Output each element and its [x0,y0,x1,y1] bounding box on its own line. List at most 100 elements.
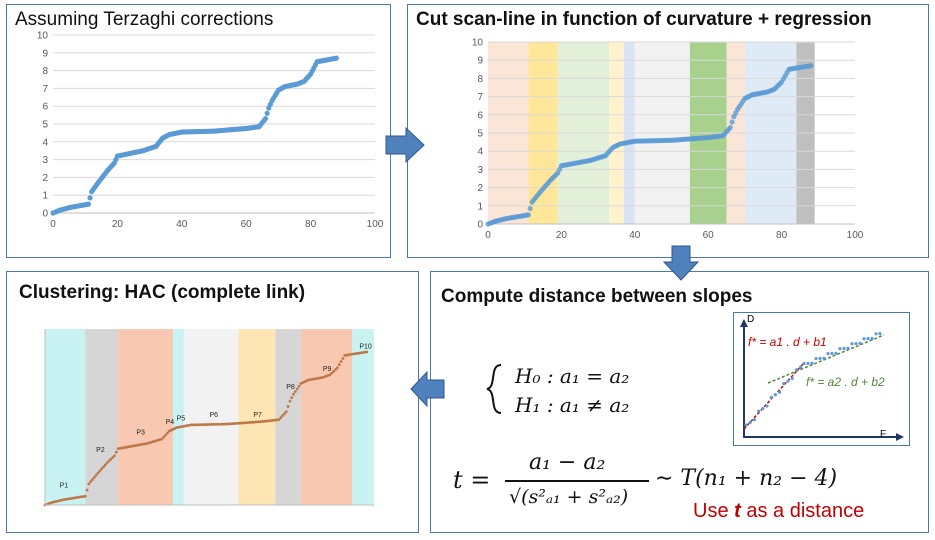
y-tick-label: 5 [477,129,483,140]
band [85,329,119,505]
data-point [286,405,290,408]
data-point [339,360,343,363]
y-tick-label: 3 [477,165,483,176]
y-tick-label: 7 [42,84,48,95]
mini-point [850,342,854,346]
mini-point [838,347,842,351]
panel-segmentation: Cut scan-line in function of curvature +… [407,4,929,258]
cluster-label: P7 [253,412,262,419]
data-point [292,392,295,396]
data-point [334,368,338,371]
data-point [332,369,336,373]
mini-point [790,376,794,380]
cluster-label: P8 [286,384,295,391]
data-point [160,437,164,441]
mini-point [830,351,834,356]
x-tick-label: 20 [556,230,568,241]
note-var: t [734,500,741,522]
data-point [328,373,332,377]
data-point [297,384,301,388]
data-point [102,465,105,469]
y-tick-label: 9 [42,48,48,59]
data-point [337,363,341,367]
x-tick-label: 80 [776,230,788,241]
panel-clustering: Clustering: HAC (complete link) P1 P2 P3 P4… [6,271,419,533]
panel-title: Assuming Terzaghi corrections [15,9,274,30]
arrow-right-icon [385,126,425,164]
band [352,329,374,505]
data-point [111,456,115,459]
mini-eq1: f* = a1 . d + b1 [748,335,827,349]
panel-title: Compute distance between slopes [441,286,753,307]
data-point [277,418,281,422]
mini-point [802,361,806,366]
mini-point [826,352,830,356]
data-point [114,450,118,454]
mini-point [858,341,862,345]
data-point [105,461,109,465]
y-tick-label: 2 [42,173,48,184]
arrow-right-shape [385,126,425,164]
y-tick-label: 4 [477,147,483,158]
data-point [341,357,345,360]
x-tick-label: 20 [112,219,124,230]
data-point [91,478,94,481]
mini-points [744,332,882,427]
data-point [164,433,168,437]
y-tick-label: 5 [42,120,48,131]
x-tick-label: 100 [847,230,864,241]
mini-ylabel: D [747,314,755,325]
cluster-label: P4 [166,419,175,426]
data-point [284,410,288,414]
cluster-label: P1 [60,482,69,489]
data-point [98,469,102,473]
data-point [87,195,93,201]
arrow-down-shape [662,245,700,281]
band [275,329,301,505]
panel-terzaghi: Assuming Terzaghi corrections 0 1 2 3 4 5 6 7 8 9… [6,4,391,258]
data-point [808,63,814,69]
data-point [281,414,285,418]
mini-point [757,409,761,413]
data-point [113,454,116,458]
data-point [295,387,299,391]
mini-regression: D F f* = a1 . d + b1 f* = a2 . d + b2 [733,312,910,446]
t-numerator: a₁ − a₂ [529,450,606,475]
x-tick-label: 60 [241,219,253,230]
cluster-label: P10 [359,343,372,350]
band [183,329,239,505]
y-tick-label: 4 [42,137,48,148]
band [118,329,173,505]
data-point [162,435,166,439]
cluster-label: P6 [210,412,219,419]
mini-point [773,393,777,397]
mini-point [866,337,870,341]
y-tick-label: 8 [42,66,48,77]
data-point [333,55,339,61]
data-point [330,371,334,375]
arrow-left-icon [410,370,445,408]
data-point [336,366,339,370]
data-point [92,475,96,479]
data-point [87,482,91,486]
data-point [527,205,533,212]
cluster-label: P3 [136,430,145,437]
mini-point [799,365,803,369]
cluster-label: P5 [177,416,186,423]
x-tick-label: 40 [176,219,188,230]
data-point [365,350,369,354]
data-point [729,119,735,125]
mini-point [744,423,748,427]
mini-point [778,390,782,394]
x-tick-label: 100 [367,219,384,230]
y-tick-label: 7 [477,92,483,103]
x-tick-label: 40 [629,230,641,241]
y-tick-label: 1 [477,201,483,212]
data-point [107,459,111,463]
fraction-bar [505,480,649,482]
data-point [85,488,89,492]
y-tick-label: 0 [42,209,48,220]
hypothesis-brace [486,364,502,414]
